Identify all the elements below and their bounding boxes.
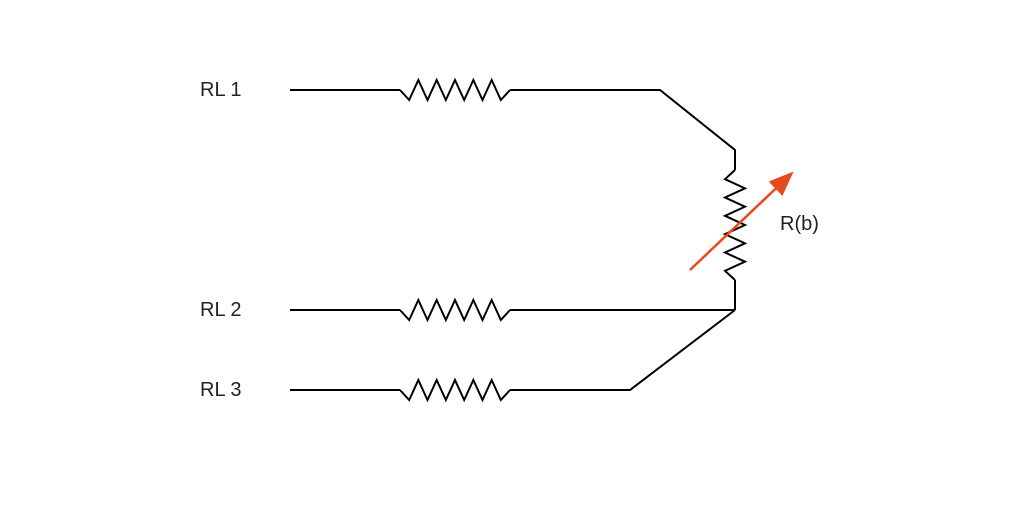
label-rl2: RL 2 [200, 299, 242, 321]
resistor-rl1 [400, 80, 510, 100]
wire [510, 310, 735, 390]
label-rl3: RL 3 [200, 379, 242, 401]
wire [510, 90, 735, 170]
label-rb: R(b) [780, 213, 819, 235]
resistor-rl3 [400, 380, 510, 400]
variable-arrow [690, 175, 790, 270]
resistor-rb [725, 170, 745, 280]
resistor-rl2 [400, 300, 510, 320]
label-rl1: RL 1 [200, 79, 242, 101]
